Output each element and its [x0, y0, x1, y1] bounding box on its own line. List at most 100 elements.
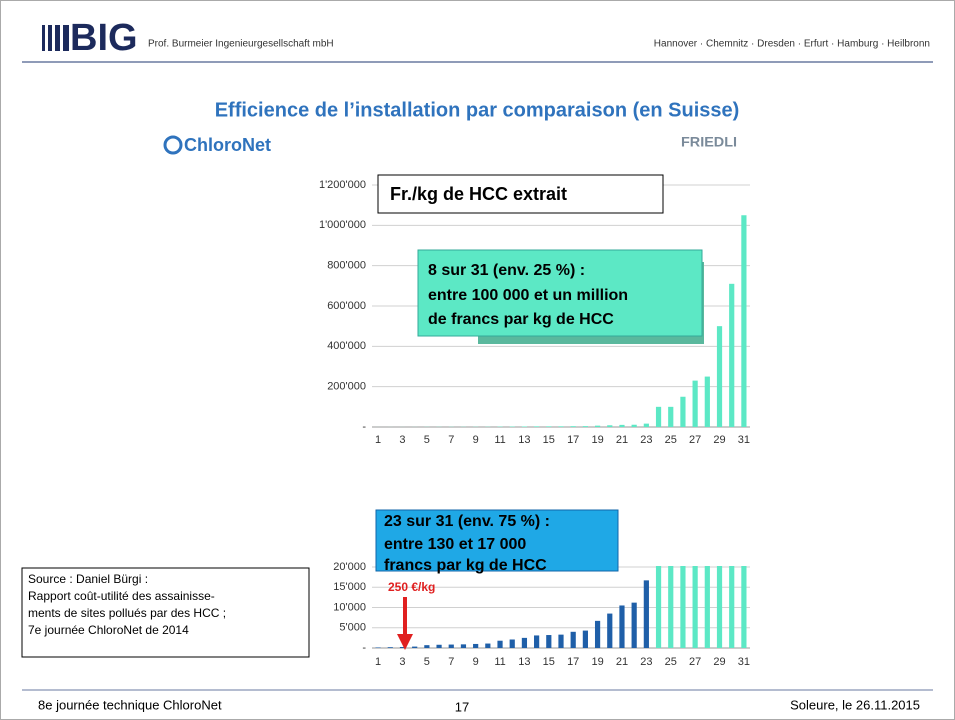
bar: [716, 326, 723, 427]
x-tick-label: 1: [375, 656, 381, 668]
source-line: 7e journée ChloroNet de 2014: [28, 623, 189, 637]
bar: [546, 635, 552, 648]
bar: [558, 634, 564, 648]
bar: [619, 605, 625, 648]
bar: [631, 424, 637, 427]
bar: [741, 215, 747, 427]
x-tick-label: 9: [473, 434, 479, 446]
x-tick-label: 29: [713, 434, 725, 446]
y-tick-label: 5'000: [339, 622, 366, 634]
bar: [655, 566, 662, 648]
friedli-logo: FRIEDLI: [681, 134, 737, 150]
x-tick-label: 19: [591, 434, 603, 446]
bar: [594, 620, 601, 648]
annotation: 250 €/kg: [388, 580, 435, 594]
bar: [594, 425, 601, 427]
cities: Hannover · Chemnitz · Dresden · Erfurt ·…: [654, 39, 930, 50]
x-tick-label: 23: [640, 656, 652, 668]
bar: [424, 645, 430, 648]
x-tick-label: 7: [448, 434, 454, 446]
x-tick-label: 27: [689, 656, 701, 668]
bar: [704, 376, 710, 427]
logo-text: BIG: [70, 17, 138, 59]
x-tick-label: 13: [518, 434, 530, 446]
bars: [375, 566, 747, 648]
x-tick-label: 15: [543, 656, 555, 668]
annotation-box: [417, 249, 703, 337]
x-tick-label: 21: [616, 656, 628, 668]
x-tick-label: 7: [448, 656, 454, 668]
x-tick-label: 15: [543, 434, 555, 446]
slide-title: Efficience de l’installation par compara…: [215, 99, 740, 121]
bar: [460, 644, 467, 648]
logo-bars: [42, 25, 69, 51]
bar: [631, 602, 637, 648]
chloronet-logo: ChloroNet: [184, 135, 271, 155]
x-tick-label: 5: [424, 434, 430, 446]
bar: [534, 635, 540, 648]
x-tick-label: 9: [473, 656, 479, 668]
bar: [399, 646, 406, 648]
bar: [387, 647, 393, 648]
y-tick-label: 800'000: [327, 260, 366, 272]
annotation-box: [375, 509, 619, 572]
x-tick-label: 1: [375, 434, 381, 446]
company-name: Prof. Burmeier Ingenieurgesellschaft mbH: [148, 39, 334, 50]
y-tick-label: 10'000: [333, 601, 366, 613]
bar: [607, 425, 613, 427]
bar: [412, 646, 418, 648]
x-tick-label: 11: [494, 434, 505, 446]
bar: [668, 406, 674, 427]
bar: [558, 426, 564, 427]
annotation: 8 sur 31 (env. 25 %) :: [428, 262, 585, 279]
bar: [521, 637, 528, 648]
page-number: 17: [455, 699, 469, 714]
bar: [607, 613, 613, 648]
y-tick-label: 20'000: [333, 561, 366, 573]
bar: [436, 644, 442, 648]
bar: [655, 406, 662, 427]
bar: [643, 423, 649, 427]
y-tick-label: 400'000: [327, 340, 366, 352]
arrow-head: [397, 634, 413, 650]
bars: [375, 215, 747, 427]
bar: [692, 566, 698, 648]
bar: [582, 630, 588, 648]
bar: [473, 643, 479, 648]
source-box: [21, 567, 310, 658]
x-tick-label: 21: [616, 434, 628, 446]
y-tick-label: 200'000: [327, 381, 366, 393]
bar: [741, 566, 747, 648]
annotation-box: [377, 174, 664, 214]
bar: [534, 426, 540, 427]
chloronet-icon: [163, 135, 183, 155]
bar: [485, 643, 491, 648]
bar: [619, 424, 625, 427]
x-tick-label: 3: [399, 656, 405, 668]
bar: [643, 580, 649, 648]
bar: [680, 566, 686, 648]
x-tick-label: 3: [399, 434, 405, 446]
x-tick-label: 31: [738, 434, 750, 446]
x-tick-label: 5: [424, 656, 430, 668]
x-tick-label: 19: [591, 656, 603, 668]
footer-right: Soleure, le 26.11.2015: [790, 697, 920, 712]
bar: [692, 380, 698, 427]
y-tick-label: 600'000: [327, 300, 366, 312]
source-line: ments de sites pollués par des HCC ;: [28, 606, 226, 620]
x-tick-label: 11: [494, 656, 505, 668]
y-tick-label: 1'000'000: [319, 219, 366, 231]
footer-left: 8e journée technique ChloroNet: [38, 697, 222, 712]
x-tick-label: 23: [640, 434, 652, 446]
x-tick-label: 27: [689, 434, 701, 446]
annotation: de francs par kg de HCC: [428, 311, 614, 328]
bar: [729, 283, 735, 427]
bar: [680, 396, 686, 427]
x-tick-label: 17: [567, 656, 579, 668]
bar: [546, 426, 552, 427]
bar: [668, 566, 674, 648]
bar: [497, 640, 503, 648]
x-tick-label: 29: [713, 656, 725, 668]
bar: [716, 566, 723, 648]
